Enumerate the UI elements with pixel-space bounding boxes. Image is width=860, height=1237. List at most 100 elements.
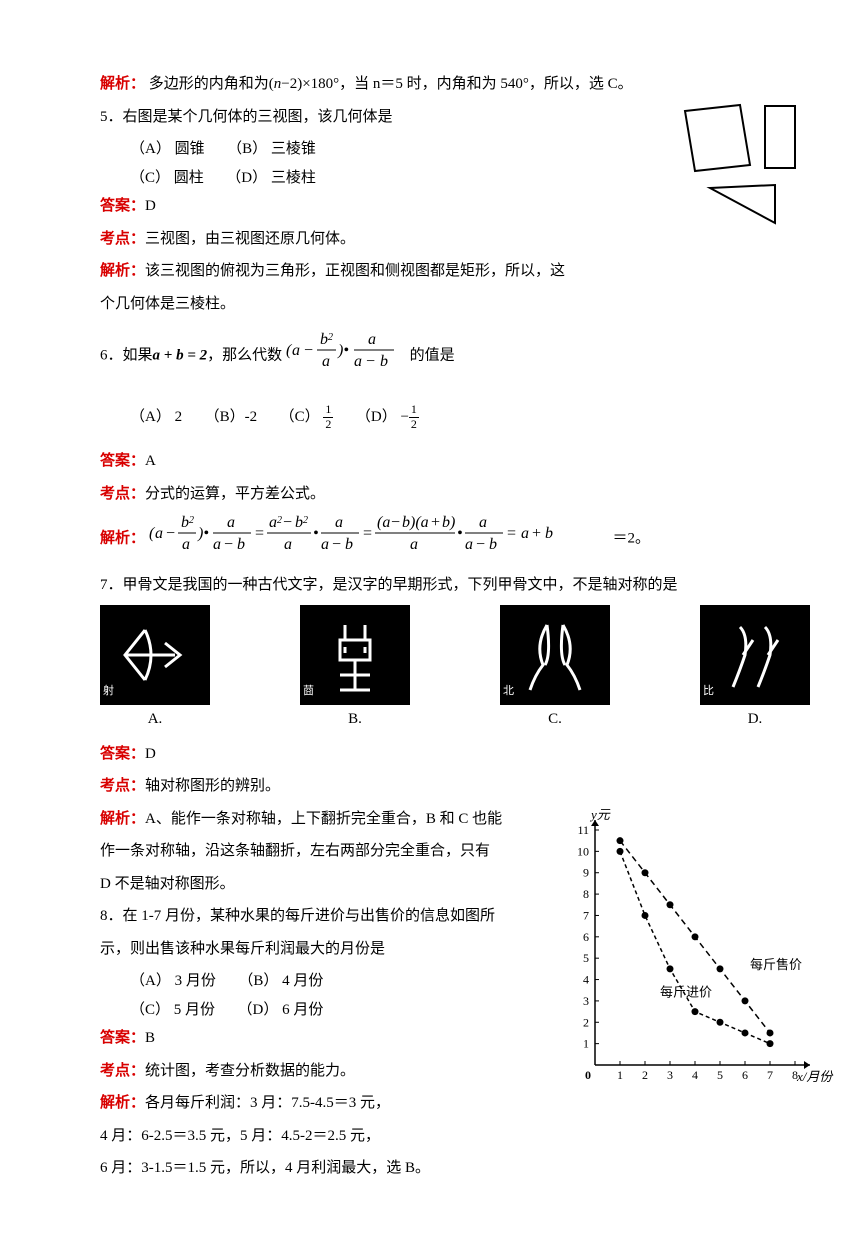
jx-label: 解析： xyxy=(100,1095,145,1111)
den: 2 xyxy=(323,418,333,431)
q5-opt-b: （B） 三棱锥 xyxy=(227,141,316,157)
svg-text:−: − xyxy=(391,514,400,531)
svg-text:)•: )• xyxy=(197,525,209,542)
inside-label: 莔 xyxy=(303,681,314,702)
inside-label: 射 xyxy=(103,681,114,702)
q4-jiexi: 解析： 多边形的内角和为(n−2)×180°，当 n＝5 时，内角和为 540°… xyxy=(100,70,810,99)
q6-stem-c: ，那么代数 xyxy=(207,348,286,364)
svg-text:2: 2 xyxy=(277,515,282,526)
svg-text:a: a xyxy=(321,536,329,553)
svg-text:a: a xyxy=(322,353,330,370)
kd-val: 统计图，考查分析数据的能力。 xyxy=(145,1063,355,1079)
svg-text:a: a xyxy=(521,525,529,542)
kd-val: 轴对称图形的辨别。 xyxy=(145,778,280,794)
svg-text:−: − xyxy=(224,536,233,553)
ans-label: 答案： xyxy=(100,453,145,469)
q6-opt-c-pre: （C） xyxy=(280,409,324,425)
q6-answer: 答案：A xyxy=(100,447,810,476)
svg-text:每斤进价: 每斤进价 xyxy=(660,984,712,999)
jiexi-text: 多边形的内角和为(n−2)×180°，当 n＝5 时，内角和为 540°，所以，… xyxy=(149,76,633,92)
svg-text:b: b xyxy=(545,525,553,542)
q6-derivation: (a− b2 a )• a a−b = a2−b2 a • a a−b = (a… xyxy=(149,512,609,567)
svg-text:−: − xyxy=(366,353,375,370)
q8-opt-a: （A） 3 月份 xyxy=(130,973,216,989)
svg-text:b: b xyxy=(237,536,245,553)
q8-opt-d: （D） 6 月份 xyxy=(238,1002,324,1018)
svg-text:1: 1 xyxy=(583,1036,589,1050)
jx1: 各月每斤利润：3 月：7.5-4.5＝3 元， xyxy=(145,1095,390,1111)
svg-text:3: 3 xyxy=(667,1068,673,1082)
q6-stem-d: 的值是 xyxy=(410,348,455,364)
svg-text:a: a xyxy=(269,514,277,531)
q6-stem-formula: a + b = 2 xyxy=(153,348,208,364)
q8-chart: 1234567891011123456780y元x/月份每斤进价每斤售价 xyxy=(560,805,840,1106)
q7-options-row: 射 A. 莔 B. 北 C. 比 D. xyxy=(100,605,810,734)
jx-1: 该三视图的俯视为三角形，正视图和侧视图都是矩形，所以，这 xyxy=(145,263,565,279)
svg-text:−: − xyxy=(476,536,485,553)
svg-text:b: b xyxy=(489,536,497,553)
svg-text:−: − xyxy=(283,514,292,531)
svg-text:2: 2 xyxy=(583,1015,589,1029)
svg-text:−: − xyxy=(332,536,341,553)
q5-opt-c: （C） 圆柱 xyxy=(130,170,204,186)
oracle-d-box: 比 xyxy=(700,605,810,705)
q5-opt-a: （A） 圆锥 xyxy=(130,141,205,157)
svg-text:b): b) xyxy=(442,514,455,531)
svg-text:b: b xyxy=(295,514,303,531)
q6-options: （A） 2 （B）-2 （C） 12 （D） −12 xyxy=(100,403,810,432)
ans-label: 答案： xyxy=(100,1030,145,1046)
svg-text:5: 5 xyxy=(717,1068,723,1082)
ans-val: B xyxy=(145,1030,155,1046)
q7-answer: 答案：D xyxy=(100,740,810,769)
jx1: A、能作一条对称轴，上下翻折完全重合，B 和 C 也能 xyxy=(145,811,502,827)
svg-text:a: a xyxy=(213,536,221,553)
q6-frac-c: 12 xyxy=(323,403,333,430)
oracle-b-box: 莔 xyxy=(300,605,410,705)
svg-text:a: a xyxy=(292,342,300,359)
svg-text:1: 1 xyxy=(617,1068,623,1082)
svg-text:b: b xyxy=(345,536,353,553)
q6-stem-a: 6．如果 xyxy=(100,348,153,364)
svg-text:5: 5 xyxy=(583,951,589,965)
svg-text:•: • xyxy=(313,525,319,542)
svg-text:a: a xyxy=(368,331,376,348)
q5-opt-d: （D） 三棱柱 xyxy=(226,170,316,186)
q6-opt-a: （A） 2 xyxy=(130,409,182,425)
svg-text:=: = xyxy=(507,525,516,542)
svg-text:a: a xyxy=(284,536,292,553)
jx-label: 解析： xyxy=(100,811,145,827)
svg-text:4: 4 xyxy=(692,1068,698,1082)
q5-three-view-figure xyxy=(680,103,810,254)
svg-text:a: a xyxy=(182,536,190,553)
svg-text:a: a xyxy=(227,514,235,531)
q5-jiexi-2: 个几何体是三棱柱。 xyxy=(100,290,810,319)
svg-text:10: 10 xyxy=(577,844,589,858)
oracle-a-box: 射 xyxy=(100,605,210,705)
q8-opt-c: （C） 5 月份 xyxy=(130,1002,215,1018)
svg-text:4: 4 xyxy=(583,972,589,986)
svg-text:a: a xyxy=(354,353,362,370)
label: C. xyxy=(500,705,610,734)
svg-text:−: − xyxy=(166,525,175,542)
q5-jiexi: 解析：该三视图的俯视为三角形，正视图和侧视图都是矩形，所以，这 xyxy=(100,257,810,286)
kd-val: 分式的运算，平方差公式。 xyxy=(145,486,325,502)
label: B. xyxy=(300,705,410,734)
q6-jiexi: 解析： (a− b2 a )• a a−b = a2−b2 a • a a−b … xyxy=(100,512,810,567)
kd-label: 考点： xyxy=(100,231,145,247)
ans-label: 答案： xyxy=(100,746,145,762)
q7-kaodian: 考点：轴对称图形的辨别。 xyxy=(100,772,810,801)
svg-text:a: a xyxy=(410,536,418,553)
ans-val: A xyxy=(145,453,156,469)
jx-tail: ＝2。 xyxy=(613,531,651,547)
jx-label: 解析： xyxy=(100,263,145,279)
svg-text:(a: (a xyxy=(377,514,390,531)
ans-label: 答案： xyxy=(100,198,145,214)
kd-val: 三视图，由三视图还原几何体。 xyxy=(145,231,355,247)
ans-val: D xyxy=(145,746,156,762)
inside-label: 北 xyxy=(503,681,514,702)
svg-text:+: + xyxy=(431,514,440,531)
num: 1 xyxy=(323,403,333,417)
q6-stem: 6．如果a + b = 2，那么代数 (a− b2 a )• a a−b 的值是 xyxy=(100,330,810,383)
svg-text:)•: )• xyxy=(337,342,349,359)
kd-label: 考点： xyxy=(100,778,145,794)
